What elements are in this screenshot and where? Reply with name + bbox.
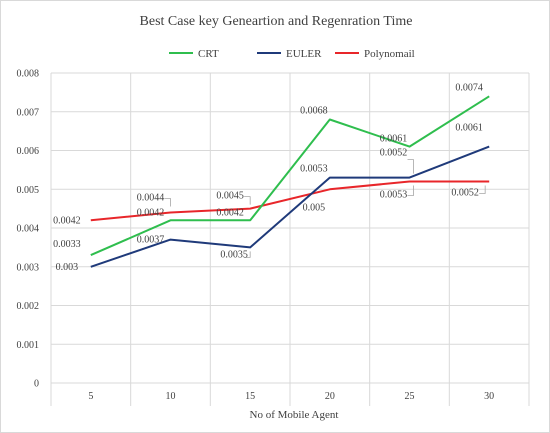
data-label-polynomail: 0.005 (303, 202, 326, 213)
series-line-polynomail (90, 180, 490, 222)
x-tick-label: 5 (88, 391, 93, 402)
y-axis-ticks: 0 0.001 0.002 0.003 0.004 0.005 0.006 0.007 0.00… (17, 69, 40, 390)
data-label-crt: 0.0042 (137, 207, 165, 218)
data-label-euler: 0.0053 (300, 164, 328, 175)
y-tick-label: 0.001 (17, 340, 40, 351)
y-tick-label: 0 (34, 379, 39, 390)
x-axis-ticks: 5 10 15 20 25 30 (88, 391, 494, 402)
data-label-euler: 0.0037 (137, 235, 165, 246)
y-tick-label: 0.003 (17, 262, 40, 273)
series-line-crt (90, 95, 490, 257)
x-tick-label: 20 (325, 391, 335, 402)
data-label-polynomail: 0.0045 (216, 191, 244, 202)
data-labels: 0.0033 0.0042 0.0042 0.0068 0.0061 0.0074 0.00… (53, 82, 483, 273)
y-tick-label: 0.006 (17, 146, 40, 157)
data-label-euler: 0.0052 (380, 148, 408, 159)
label-leader-line (479, 185, 486, 194)
series-lines (90, 95, 490, 268)
label-leader-line (407, 159, 414, 174)
label-leader-line (244, 251, 251, 258)
data-label-crt: 0.0068 (300, 106, 328, 117)
data-label-euler: 0.0061 (455, 123, 483, 134)
gridlines (50, 72, 530, 406)
data-label-polynomail: 0.0052 (451, 188, 479, 199)
data-label-crt: 0.0074 (455, 82, 483, 93)
label-leader-line (244, 196, 251, 205)
legend-label-crt: CRT (198, 48, 219, 60)
legend-label-euler: EULER (286, 48, 322, 60)
series-line-euler (90, 145, 490, 268)
data-label-polynomail: 0.0053 (380, 190, 408, 201)
data-label-polynomail: 0.0042 (53, 215, 81, 226)
y-tick-label: 0.004 (17, 224, 40, 235)
label-leader-line (407, 185, 414, 196)
chart-title: Best Case key Geneartion and Regenration… (140, 14, 413, 29)
legend-label-polynomail: Polynomail (364, 48, 415, 60)
x-tick-label: 15 (245, 391, 255, 402)
x-axis-label: No of Mobile Agent (250, 409, 339, 421)
y-tick-label: 0.007 (17, 107, 40, 118)
label-leader-line (164, 198, 171, 207)
data-label-crt: 0.0033 (53, 239, 81, 250)
y-tick-label: 0.005 (17, 185, 40, 196)
label-leader-lines (164, 159, 486, 258)
x-tick-label: 25 (405, 391, 415, 402)
data-label-crt: 0.0042 (216, 207, 244, 218)
y-tick-label: 0.008 (17, 69, 40, 80)
legend: CRT EULER Polynomail (169, 48, 415, 60)
x-tick-label: 10 (166, 391, 176, 402)
data-label-euler: 0.003 (56, 262, 79, 273)
x-tick-label: 30 (484, 391, 494, 402)
data-label-crt: 0.0061 (380, 134, 408, 145)
data-label-euler: 0.0035 (220, 249, 248, 260)
y-tick-label: 0.002 (17, 301, 40, 312)
data-label-polynomail: 0.0044 (137, 193, 165, 204)
